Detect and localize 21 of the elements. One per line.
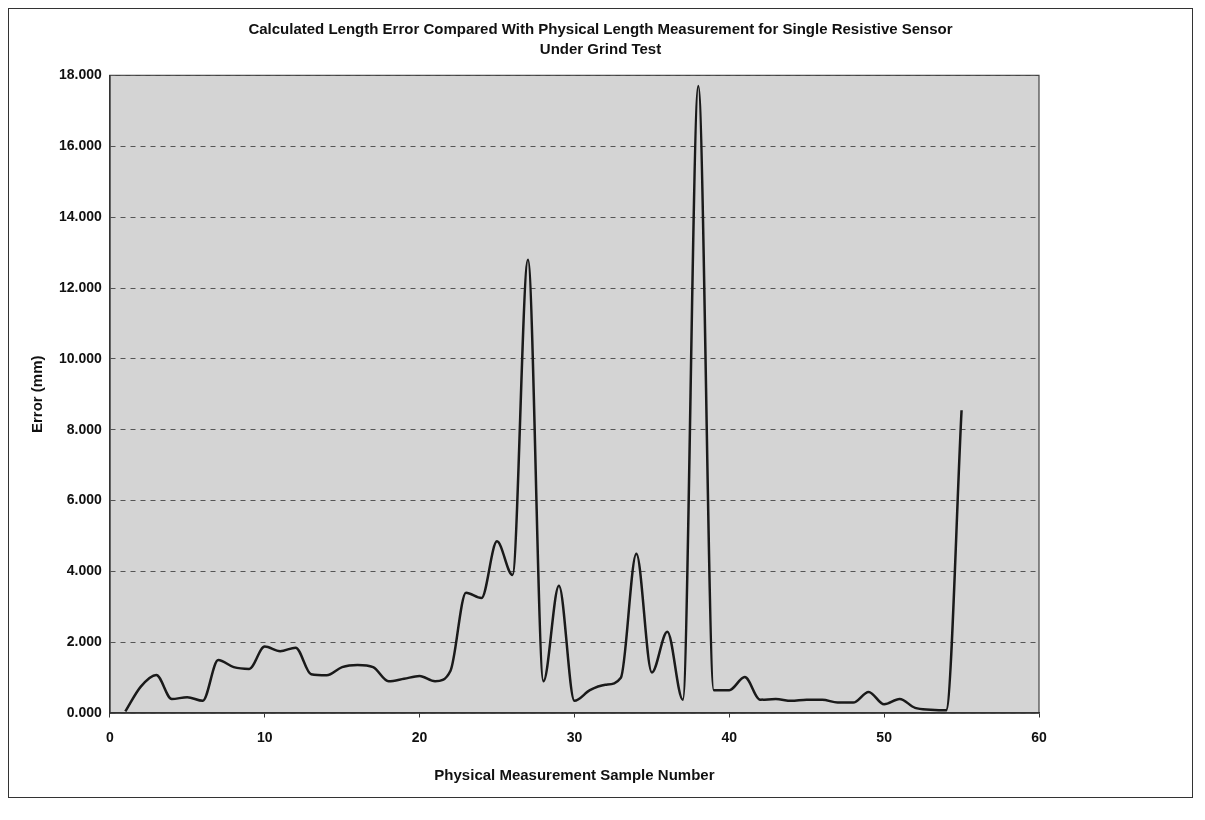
y-tick-label: 8.000	[66, 420, 103, 437]
y-tick-label: 2.000	[66, 633, 103, 650]
line-series	[124, 84, 963, 713]
y-tick-label: 14.000	[58, 207, 103, 224]
x-tick-label: 60	[1031, 729, 1047, 746]
y-tick-label: 0.000	[66, 704, 103, 721]
y-tick-label: 4.000	[66, 562, 103, 579]
x-tick-label: 50	[876, 729, 893, 746]
y-axis-title: Error (mm)	[28, 355, 46, 434]
x-tick-label: 40	[721, 729, 738, 746]
x-tick-label: 20	[411, 729, 428, 746]
y-tick-label: 6.000	[66, 491, 103, 508]
x-tick-label: 0	[105, 729, 114, 746]
y-tick-label: 12.000	[58, 278, 103, 295]
chart-title: Calculated Length Error Compared With Physical Length Measurement for Single Resistive Sensor Under Grind Test	[247, 19, 954, 59]
y-tick-label: 10.000	[58, 349, 103, 366]
x-tick-label: 10	[256, 729, 273, 746]
x-tick-label: 30	[566, 729, 583, 746]
x-axis-title: Physical Measurement Sample Number	[434, 766, 715, 784]
y-tick-label: 16.000	[58, 137, 103, 154]
y-tick-label: 18.000	[58, 66, 103, 83]
